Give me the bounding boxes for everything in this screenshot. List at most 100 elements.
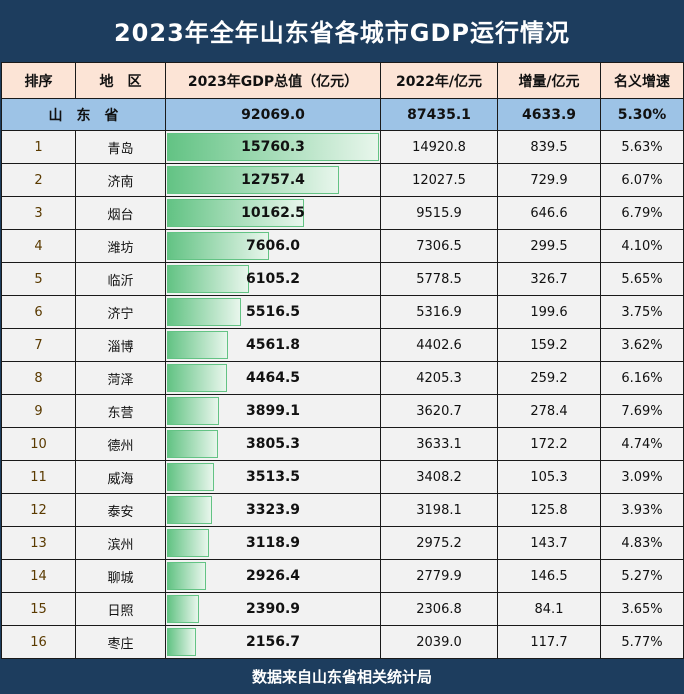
cell-gdp-2022: 7306.5 bbox=[380, 229, 498, 263]
gdp-value: 2926.4 bbox=[245, 568, 301, 584]
cell-growth: 3.65% bbox=[600, 592, 684, 626]
cell-increase: 84.1 bbox=[497, 592, 601, 626]
gdp-bar bbox=[167, 397, 220, 425]
table-row: 1 青岛 15760.3 14920.8 839.5 5.63% bbox=[1, 130, 684, 164]
gdp-value: 3513.5 bbox=[245, 469, 301, 485]
cell-increase: 199.6 bbox=[497, 295, 601, 329]
cell-gdp-2023: 3899.1 bbox=[165, 394, 381, 428]
gdp-bar bbox=[167, 628, 196, 656]
cell-growth: 7.69% bbox=[600, 394, 684, 428]
cell-growth: 5.65% bbox=[600, 262, 684, 296]
cell-rank: 3 bbox=[1, 196, 76, 230]
cell-rank: 16 bbox=[1, 625, 76, 659]
cell-increase: 729.9 bbox=[497, 163, 601, 197]
header-growth: 名义增速 bbox=[600, 62, 684, 99]
cell-gdp-2023: 2390.9 bbox=[165, 592, 381, 626]
cell-gdp-2023: 2156.7 bbox=[165, 625, 381, 659]
cell-increase: 278.4 bbox=[497, 394, 601, 428]
cell-gdp-2022: 12027.5 bbox=[380, 163, 498, 197]
gdp-bar bbox=[167, 463, 215, 491]
cell-growth: 5.63% bbox=[600, 130, 684, 164]
cell-growth: 6.79% bbox=[600, 196, 684, 230]
header-row: 排序 地 区 2023年GDP总值（亿元） 2022年/亿元 增量/亿元 名义增… bbox=[1, 62, 684, 99]
cell-region: 济宁 bbox=[75, 295, 166, 329]
gdp-bar bbox=[167, 232, 270, 260]
gdp-value: 4464.5 bbox=[245, 370, 301, 386]
cell-rank: 9 bbox=[1, 394, 76, 428]
province-name: 山 东 省 bbox=[1, 98, 166, 131]
cell-rank: 6 bbox=[1, 295, 76, 329]
table-row: 10 德州 3805.3 3633.1 172.2 4.74% bbox=[1, 427, 684, 461]
cell-rank: 1 bbox=[1, 130, 76, 164]
gdp-bar bbox=[167, 562, 207, 590]
table-row: 7 淄博 4561.8 4402.6 159.2 3.62% bbox=[1, 328, 684, 362]
province-total-row: 山 东 省 92069.0 87435.1 4633.9 5.30% bbox=[1, 98, 684, 131]
gdp-bar bbox=[167, 133, 379, 161]
cell-gdp-2023: 7606.0 bbox=[165, 229, 381, 263]
table-row: 6 济宁 5516.5 5316.9 199.6 3.75% bbox=[1, 295, 684, 329]
cell-rank: 7 bbox=[1, 328, 76, 362]
cell-gdp-2022: 2306.8 bbox=[380, 592, 498, 626]
cell-gdp-2022: 3633.1 bbox=[380, 427, 498, 461]
cell-gdp-2023: 4561.8 bbox=[165, 328, 381, 362]
cell-region: 潍坊 bbox=[75, 229, 166, 263]
cell-increase: 326.7 bbox=[497, 262, 601, 296]
cell-gdp-2022: 3408.2 bbox=[380, 460, 498, 494]
cell-region: 枣庄 bbox=[75, 625, 166, 659]
cell-region: 青岛 bbox=[75, 130, 166, 164]
gdp-bar bbox=[167, 265, 250, 293]
cell-region: 滨州 bbox=[75, 526, 166, 560]
gdp-value: 3899.1 bbox=[245, 403, 301, 419]
table-row: 11 威海 3513.5 3408.2 105.3 3.09% bbox=[1, 460, 684, 494]
gdp-table: 排序 地 区 2023年GDP总值（亿元） 2022年/亿元 增量/亿元 名义增… bbox=[1, 62, 684, 659]
cell-rank: 15 bbox=[1, 592, 76, 626]
cell-increase: 259.2 bbox=[497, 361, 601, 395]
gdp-value: 3323.9 bbox=[245, 502, 301, 518]
cell-gdp-2022: 9515.9 bbox=[380, 196, 498, 230]
cell-region: 日照 bbox=[75, 592, 166, 626]
gdp-bar bbox=[167, 496, 212, 524]
province-growth: 5.30% bbox=[600, 98, 684, 131]
cell-growth: 4.10% bbox=[600, 229, 684, 263]
cell-gdp-2023: 10162.5 bbox=[165, 196, 381, 230]
cell-rank: 5 bbox=[1, 262, 76, 296]
table-row: 2 济南 12757.4 12027.5 729.9 6.07% bbox=[1, 163, 684, 197]
cell-region: 威海 bbox=[75, 460, 166, 494]
cell-region: 烟台 bbox=[75, 196, 166, 230]
cell-growth: 3.62% bbox=[600, 328, 684, 362]
gdp-value: 2156.7 bbox=[245, 634, 301, 650]
cell-gdp-2022: 14920.8 bbox=[380, 130, 498, 164]
header-gdp-2022: 2022年/亿元 bbox=[380, 62, 498, 99]
table-row: 13 滨州 3118.9 2975.2 143.7 4.83% bbox=[1, 526, 684, 560]
cell-region: 济南 bbox=[75, 163, 166, 197]
cell-growth: 5.77% bbox=[600, 625, 684, 659]
province-increase: 4633.9 bbox=[497, 98, 601, 131]
gdp-value: 3118.9 bbox=[245, 535, 301, 551]
cell-gdp-2022: 2039.0 bbox=[380, 625, 498, 659]
table-row: 4 潍坊 7606.0 7306.5 299.5 4.10% bbox=[1, 229, 684, 263]
cell-rank: 11 bbox=[1, 460, 76, 494]
header-increase: 增量/亿元 bbox=[497, 62, 601, 99]
cell-increase: 125.8 bbox=[497, 493, 601, 527]
cell-rank: 14 bbox=[1, 559, 76, 593]
cell-increase: 143.7 bbox=[497, 526, 601, 560]
cell-growth: 3.09% bbox=[600, 460, 684, 494]
gdp-bar bbox=[167, 331, 229, 359]
gdp-value: 6105.2 bbox=[245, 271, 301, 287]
province-gdp-2023: 92069.0 bbox=[165, 98, 381, 131]
cell-region: 临沂 bbox=[75, 262, 166, 296]
cell-gdp-2022: 2975.2 bbox=[380, 526, 498, 560]
cell-gdp-2022: 3620.7 bbox=[380, 394, 498, 428]
cell-increase: 146.5 bbox=[497, 559, 601, 593]
cell-increase: 839.5 bbox=[497, 130, 601, 164]
cell-gdp-2023: 12757.4 bbox=[165, 163, 381, 197]
table-row: 9 东营 3899.1 3620.7 278.4 7.69% bbox=[1, 394, 684, 428]
cell-rank: 4 bbox=[1, 229, 76, 263]
cell-gdp-2022: 5778.5 bbox=[380, 262, 498, 296]
cell-gdp-2023: 6105.2 bbox=[165, 262, 381, 296]
cell-increase: 117.7 bbox=[497, 625, 601, 659]
gdp-bar bbox=[167, 166, 339, 194]
gdp-bar bbox=[167, 364, 228, 392]
cell-gdp-2022: 5316.9 bbox=[380, 295, 498, 329]
